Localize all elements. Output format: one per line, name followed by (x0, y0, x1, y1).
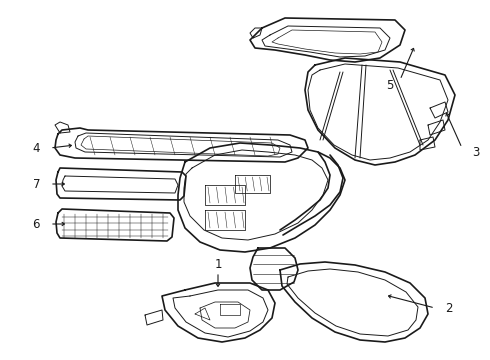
Polygon shape (305, 58, 455, 165)
Polygon shape (220, 304, 240, 315)
Text: 3: 3 (472, 145, 479, 158)
Text: 5: 5 (386, 78, 393, 91)
Text: 1: 1 (214, 257, 222, 270)
Polygon shape (430, 102, 448, 118)
Polygon shape (55, 128, 308, 162)
Polygon shape (145, 310, 163, 325)
Polygon shape (428, 120, 445, 135)
Text: 2: 2 (445, 302, 452, 315)
Text: 6: 6 (32, 217, 40, 230)
Polygon shape (195, 308, 210, 320)
Polygon shape (420, 137, 435, 150)
Polygon shape (250, 28, 262, 38)
Polygon shape (205, 210, 245, 230)
Polygon shape (250, 18, 405, 62)
Polygon shape (205, 185, 245, 205)
Polygon shape (55, 122, 70, 133)
Polygon shape (162, 283, 275, 342)
Text: 4: 4 (32, 141, 40, 154)
Polygon shape (56, 168, 186, 200)
Polygon shape (280, 262, 428, 342)
Text: 7: 7 (32, 177, 40, 190)
Polygon shape (250, 248, 298, 290)
Polygon shape (235, 175, 270, 193)
Polygon shape (56, 209, 174, 241)
Bar (282, 252, 290, 258)
Polygon shape (178, 143, 345, 252)
